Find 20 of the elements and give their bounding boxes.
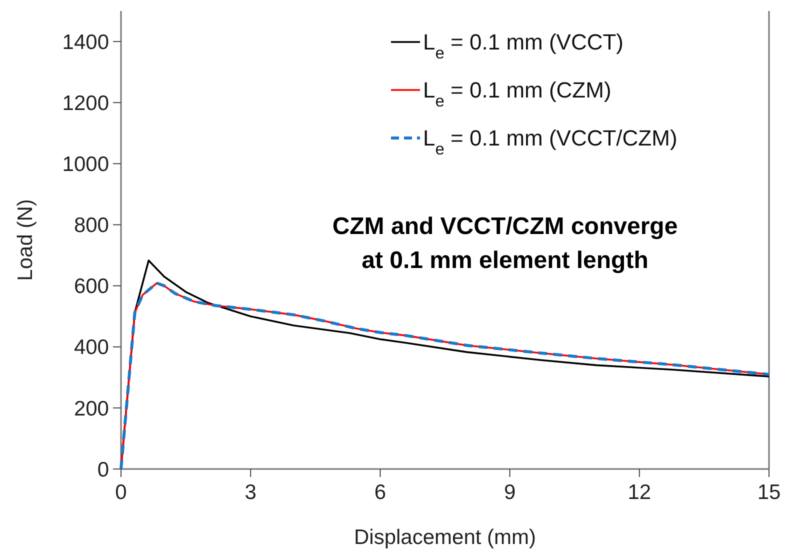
- x-tick-label: 9: [504, 481, 516, 504]
- y-tick-label: 1000: [62, 153, 109, 176]
- annotation: CZM and VCCT/CZM converge at 0.1 mm element length: [332, 213, 678, 274]
- legend-label: L$_{e}$ = 0.1 mm (VCCT/CZM): [423, 126, 678, 159]
- x-tick-label: 12: [628, 481, 652, 504]
- x-axis-title: Displacement (mm): [354, 526, 536, 549]
- y-tick-label: 800: [74, 214, 109, 238]
- x-tick-label: 15: [757, 481, 781, 504]
- x-tick-label: 3: [244, 481, 256, 504]
- y-tick-label: 1200: [62, 92, 109, 115]
- y-tick-label: 200: [74, 397, 109, 420]
- y-tick-label: 400: [74, 336, 109, 360]
- y-tick-label: 1400: [62, 30, 109, 54]
- legend-label: L$_{e}$ = 0.1 mm (CZM): [423, 78, 612, 111]
- y-tick-label: 0: [97, 458, 109, 482]
- y-tick-label: 600: [74, 275, 109, 298]
- y-axis-title: Load (N): [14, 199, 37, 281]
- x-tick-label: 6: [374, 481, 386, 504]
- x-tick-label: 0: [115, 481, 127, 504]
- legend-label: L$_{e}$ = 0.1 mm (VCCT): [423, 30, 624, 63]
